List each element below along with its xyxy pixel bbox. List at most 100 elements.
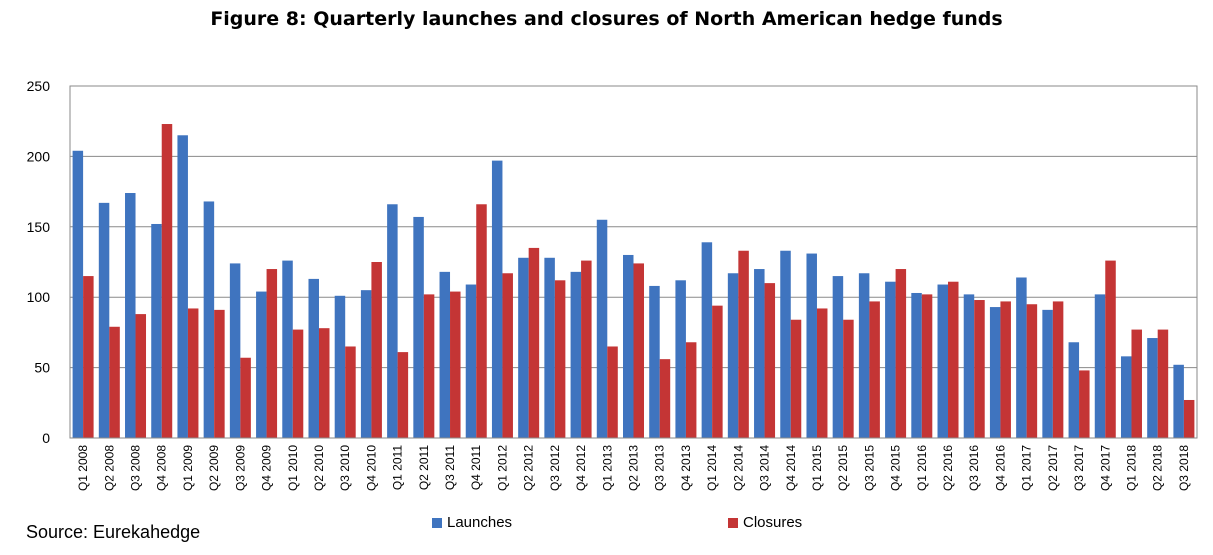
x-tick-label: Q3 2017: [1072, 445, 1086, 491]
bar-launches: [1094, 294, 1106, 438]
y-tick-label: 100: [27, 289, 51, 305]
bar-launches: [780, 250, 791, 438]
bar-launches: [937, 284, 949, 438]
x-tick-label: Q2 2017: [1046, 445, 1060, 491]
legend-label-closures: Closures: [743, 514, 803, 531]
legend-label-launches: Launches: [447, 514, 513, 531]
bar-launches: [125, 193, 136, 438]
bar-launches: [1016, 277, 1027, 438]
bar-launches: [885, 281, 896, 438]
x-tick-label: Q2 2015: [836, 445, 850, 491]
x-tick-label: Q4 2013: [679, 445, 693, 491]
bar-launches: [72, 150, 84, 438]
bar-launches: [203, 201, 215, 438]
x-tick-label: Q1 2015: [810, 445, 824, 491]
bar-closures: [1157, 329, 1169, 438]
y-tick-label: 50: [34, 360, 50, 376]
bar-closures: [240, 357, 251, 438]
bar-closures: [895, 269, 907, 438]
bar-launches: [518, 257, 529, 438]
x-tick-label: Q3 2013: [653, 445, 667, 491]
bar-closures: [371, 262, 382, 438]
bar-closures: [266, 269, 278, 438]
bar-closures: [528, 247, 540, 438]
bar-launches: [1068, 342, 1080, 438]
bar-launches: [544, 257, 555, 438]
bar-closures: [974, 300, 985, 438]
bar-launches: [465, 284, 477, 438]
x-tick-label: Q2 2010: [312, 445, 326, 491]
bar-launches: [963, 294, 975, 438]
x-tick-label: Q1 2011: [391, 445, 405, 490]
bar-closures: [1000, 301, 1011, 438]
bar-launches: [334, 295, 346, 438]
bar-launches: [308, 278, 319, 438]
bar-launches: [596, 219, 608, 438]
bar-launches: [229, 263, 241, 438]
bar-closures: [816, 308, 828, 438]
x-tick-label: Q2 2018: [1151, 445, 1165, 491]
legend-item-closures: Closures: [728, 514, 802, 531]
bar-closures: [345, 346, 356, 438]
legend-swatch-launches: [432, 517, 442, 528]
bar-launches: [754, 269, 765, 438]
bar-launches: [491, 160, 503, 438]
x-tick-label: Q3 2015: [862, 445, 876, 491]
x-tick-label: Q2 2012: [522, 445, 536, 491]
chart-title: Figure 8: Quarterly launches and closure…: [210, 8, 1003, 30]
y-tick-label: 150: [27, 219, 51, 235]
x-tick-label: Q4 2010: [364, 445, 378, 491]
bar-closures: [633, 263, 644, 438]
x-tick-label: Q1 2017: [1020, 445, 1034, 491]
bar-launches: [413, 216, 424, 438]
x-tick-label: Q1 2012: [495, 445, 509, 491]
x-tick-label: Q4 2016: [993, 445, 1007, 491]
source-note: Source: Eurekahedge: [26, 522, 201, 542]
plot-frame: [69, 85, 1198, 439]
x-tick-label: Q3 2011: [443, 445, 457, 490]
bar-closures: [502, 273, 513, 438]
bar-launches: [360, 290, 372, 438]
bar-closures: [161, 124, 173, 439]
x-tick-label: Q3 2016: [967, 445, 981, 491]
x-tick-label: Q1 2018: [1124, 445, 1138, 491]
y-axis-ticks: 0 50 100 150 200 250: [27, 78, 51, 446]
bar-closures: [135, 314, 147, 438]
x-tick-label: Q4 2015: [889, 445, 903, 491]
bar-launches: [701, 242, 713, 438]
bar-launches: [675, 280, 686, 438]
bar-closures: [1079, 370, 1090, 438]
bar-launches: [387, 204, 398, 438]
bar-closures: [554, 280, 566, 438]
bar-closures: [1131, 329, 1142, 438]
bar-launches: [1042, 309, 1053, 438]
bar-closures: [214, 309, 225, 438]
bar-launches: [439, 271, 451, 438]
bar-closures: [476, 204, 487, 438]
bar-closures: [450, 291, 461, 438]
x-tick-label: Q1 2008: [76, 445, 90, 491]
x-tick-label: Q4 2011: [469, 445, 483, 490]
x-tick-label: Q3 2018: [1177, 445, 1191, 491]
bar-closures: [607, 346, 618, 438]
bar-closures: [1026, 304, 1038, 438]
bar-closures: [948, 281, 959, 438]
bar-launches: [832, 276, 844, 438]
bar-closures: [843, 319, 854, 438]
bar-closures: [685, 342, 697, 438]
x-tick-label: Q4 2017: [1098, 445, 1112, 491]
bar-closures: [738, 250, 749, 438]
bar-launches: [1120, 356, 1132, 438]
bar-closures: [1183, 399, 1195, 438]
x-tick-label: Q2 2013: [627, 445, 641, 491]
x-tick-label: Q4 2012: [574, 445, 588, 491]
bar-closures: [712, 305, 723, 438]
x-tick-label: Q3 2010: [338, 445, 352, 491]
x-tick-label: Q4 2014: [784, 445, 798, 491]
bar-closures: [423, 294, 435, 438]
bar-launches: [282, 260, 293, 438]
bar-closures: [187, 308, 199, 438]
bar-launches: [98, 202, 110, 438]
x-tick-label: Q2 2014: [731, 445, 745, 491]
